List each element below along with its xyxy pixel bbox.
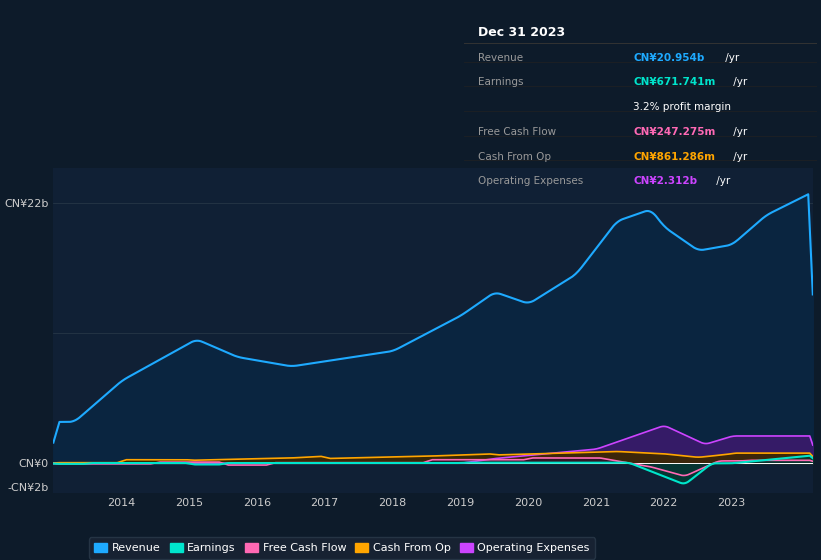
Legend: Revenue, Earnings, Free Cash Flow, Cash From Op, Operating Expenses: Revenue, Earnings, Free Cash Flow, Cash … [89,538,595,559]
Text: CN¥20.954b: CN¥20.954b [633,53,704,63]
Text: 3.2% profit margin: 3.2% profit margin [633,102,732,112]
Text: Earnings: Earnings [478,77,524,87]
Text: Revenue: Revenue [478,53,523,63]
Text: /yr: /yr [731,152,748,162]
Text: /yr: /yr [731,127,748,137]
Text: CN¥2.312b: CN¥2.312b [633,176,698,186]
Text: /yr: /yr [713,176,730,186]
Text: Free Cash Flow: Free Cash Flow [478,127,556,137]
Text: CN¥247.275m: CN¥247.275m [633,127,716,137]
Text: Dec 31 2023: Dec 31 2023 [478,26,565,39]
Text: /yr: /yr [722,53,739,63]
Text: /yr: /yr [731,77,748,87]
Text: CN¥671.741m: CN¥671.741m [633,77,716,87]
Text: Cash From Op: Cash From Op [478,152,551,162]
Text: Operating Expenses: Operating Expenses [478,176,583,186]
Text: CN¥861.286m: CN¥861.286m [633,152,715,162]
